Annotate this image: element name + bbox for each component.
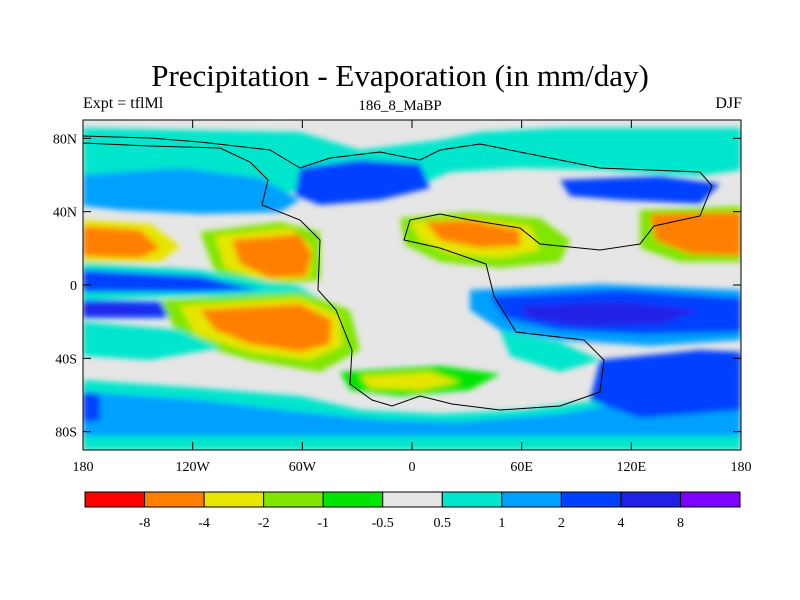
- continent-outlines: [83, 135, 713, 411]
- y-tick-label: 40N: [53, 206, 77, 221]
- colorbar-label: 0.5: [434, 516, 452, 531]
- colorbar-label: -0.5: [372, 516, 394, 531]
- colorbar-swatch: [322, 491, 384, 508]
- colorbar-swatch: [84, 491, 146, 508]
- region-southern-ocean-blue: [83, 388, 741, 436]
- region-south-atlantic-yellow: [360, 372, 460, 390]
- region-east-asia-orange: [650, 212, 741, 256]
- map-title: Precipitation - Evaporation (in mm/day): [151, 58, 649, 93]
- season-label: DJF: [715, 95, 742, 112]
- colorbar-swatch: [441, 491, 503, 508]
- region-south-pacific-darkblue: [590, 350, 741, 418]
- y-tick-label: 80N: [53, 132, 77, 147]
- experiment-label: Expt = tflMl: [83, 95, 164, 112]
- colorbar-label: 4: [617, 516, 624, 531]
- region-southwest-pacific-cyan: [83, 322, 220, 360]
- colorbar-swatch: [382, 491, 443, 508]
- colorbar: -8 -4 -2 -1 -0.5 0.5 1 2 4 8: [84, 491, 741, 531]
- y-tick-label: 40S: [55, 352, 77, 367]
- region-north-pacific-blue: [83, 168, 300, 214]
- colorbar-swatch: [263, 491, 324, 508]
- region-tropical-indigo-west: [83, 304, 180, 314]
- x-tick-label: 120W: [176, 460, 211, 475]
- region-north-africa-orange: [425, 220, 520, 248]
- region-southwest-darkblue: [83, 392, 100, 422]
- x-tick-label: 60E: [510, 460, 533, 475]
- colorbar-swatch: [203, 491, 265, 508]
- region-north-atlantic-darkblue: [295, 160, 430, 205]
- colorbar-label: -1: [317, 516, 329, 531]
- colorbar-swatch: [679, 491, 741, 508]
- y-axis: 80N 40N 0 40S 80S: [53, 132, 741, 441]
- field-layer: [83, 120, 741, 450]
- x-tick-label: 0: [409, 460, 416, 475]
- region-equatorial-blue-west: [83, 270, 260, 292]
- x-tick-label: 180: [73, 460, 94, 475]
- colorbar-label: -2: [258, 516, 270, 531]
- colorbar-label: 1: [498, 516, 505, 531]
- region-indian-ocean-indigo: [520, 302, 700, 326]
- time-label: 186_8_MaBP: [358, 98, 442, 114]
- colorbar-label: -4: [198, 516, 210, 531]
- region-north-asia-darkblue: [560, 176, 720, 204]
- colorbar-swatch: [560, 491, 622, 508]
- x-tick-label: 180: [731, 460, 752, 475]
- colorbar-label: 2: [558, 516, 565, 531]
- y-tick-label: 0: [70, 279, 77, 294]
- colorbar-swatch: [144, 491, 205, 508]
- y-tick-label: 80S: [55, 426, 77, 441]
- region-south-pacific-orange: [200, 304, 332, 352]
- x-axis: 180 120W 60W 0 60E 120E 180: [73, 120, 752, 475]
- region-central-pacific-orange: [232, 234, 312, 278]
- x-tick-label: 60W: [289, 460, 317, 475]
- colorbar-swatch: [501, 491, 562, 508]
- colorbar-label: -8: [139, 516, 151, 531]
- region-south-indian-cyan: [500, 330, 600, 372]
- colorbar-label: 8: [677, 516, 684, 531]
- region-north-pacific-orange: [83, 226, 160, 258]
- colorbar-swatch: [620, 491, 681, 508]
- x-tick-label: 120E: [617, 460, 647, 475]
